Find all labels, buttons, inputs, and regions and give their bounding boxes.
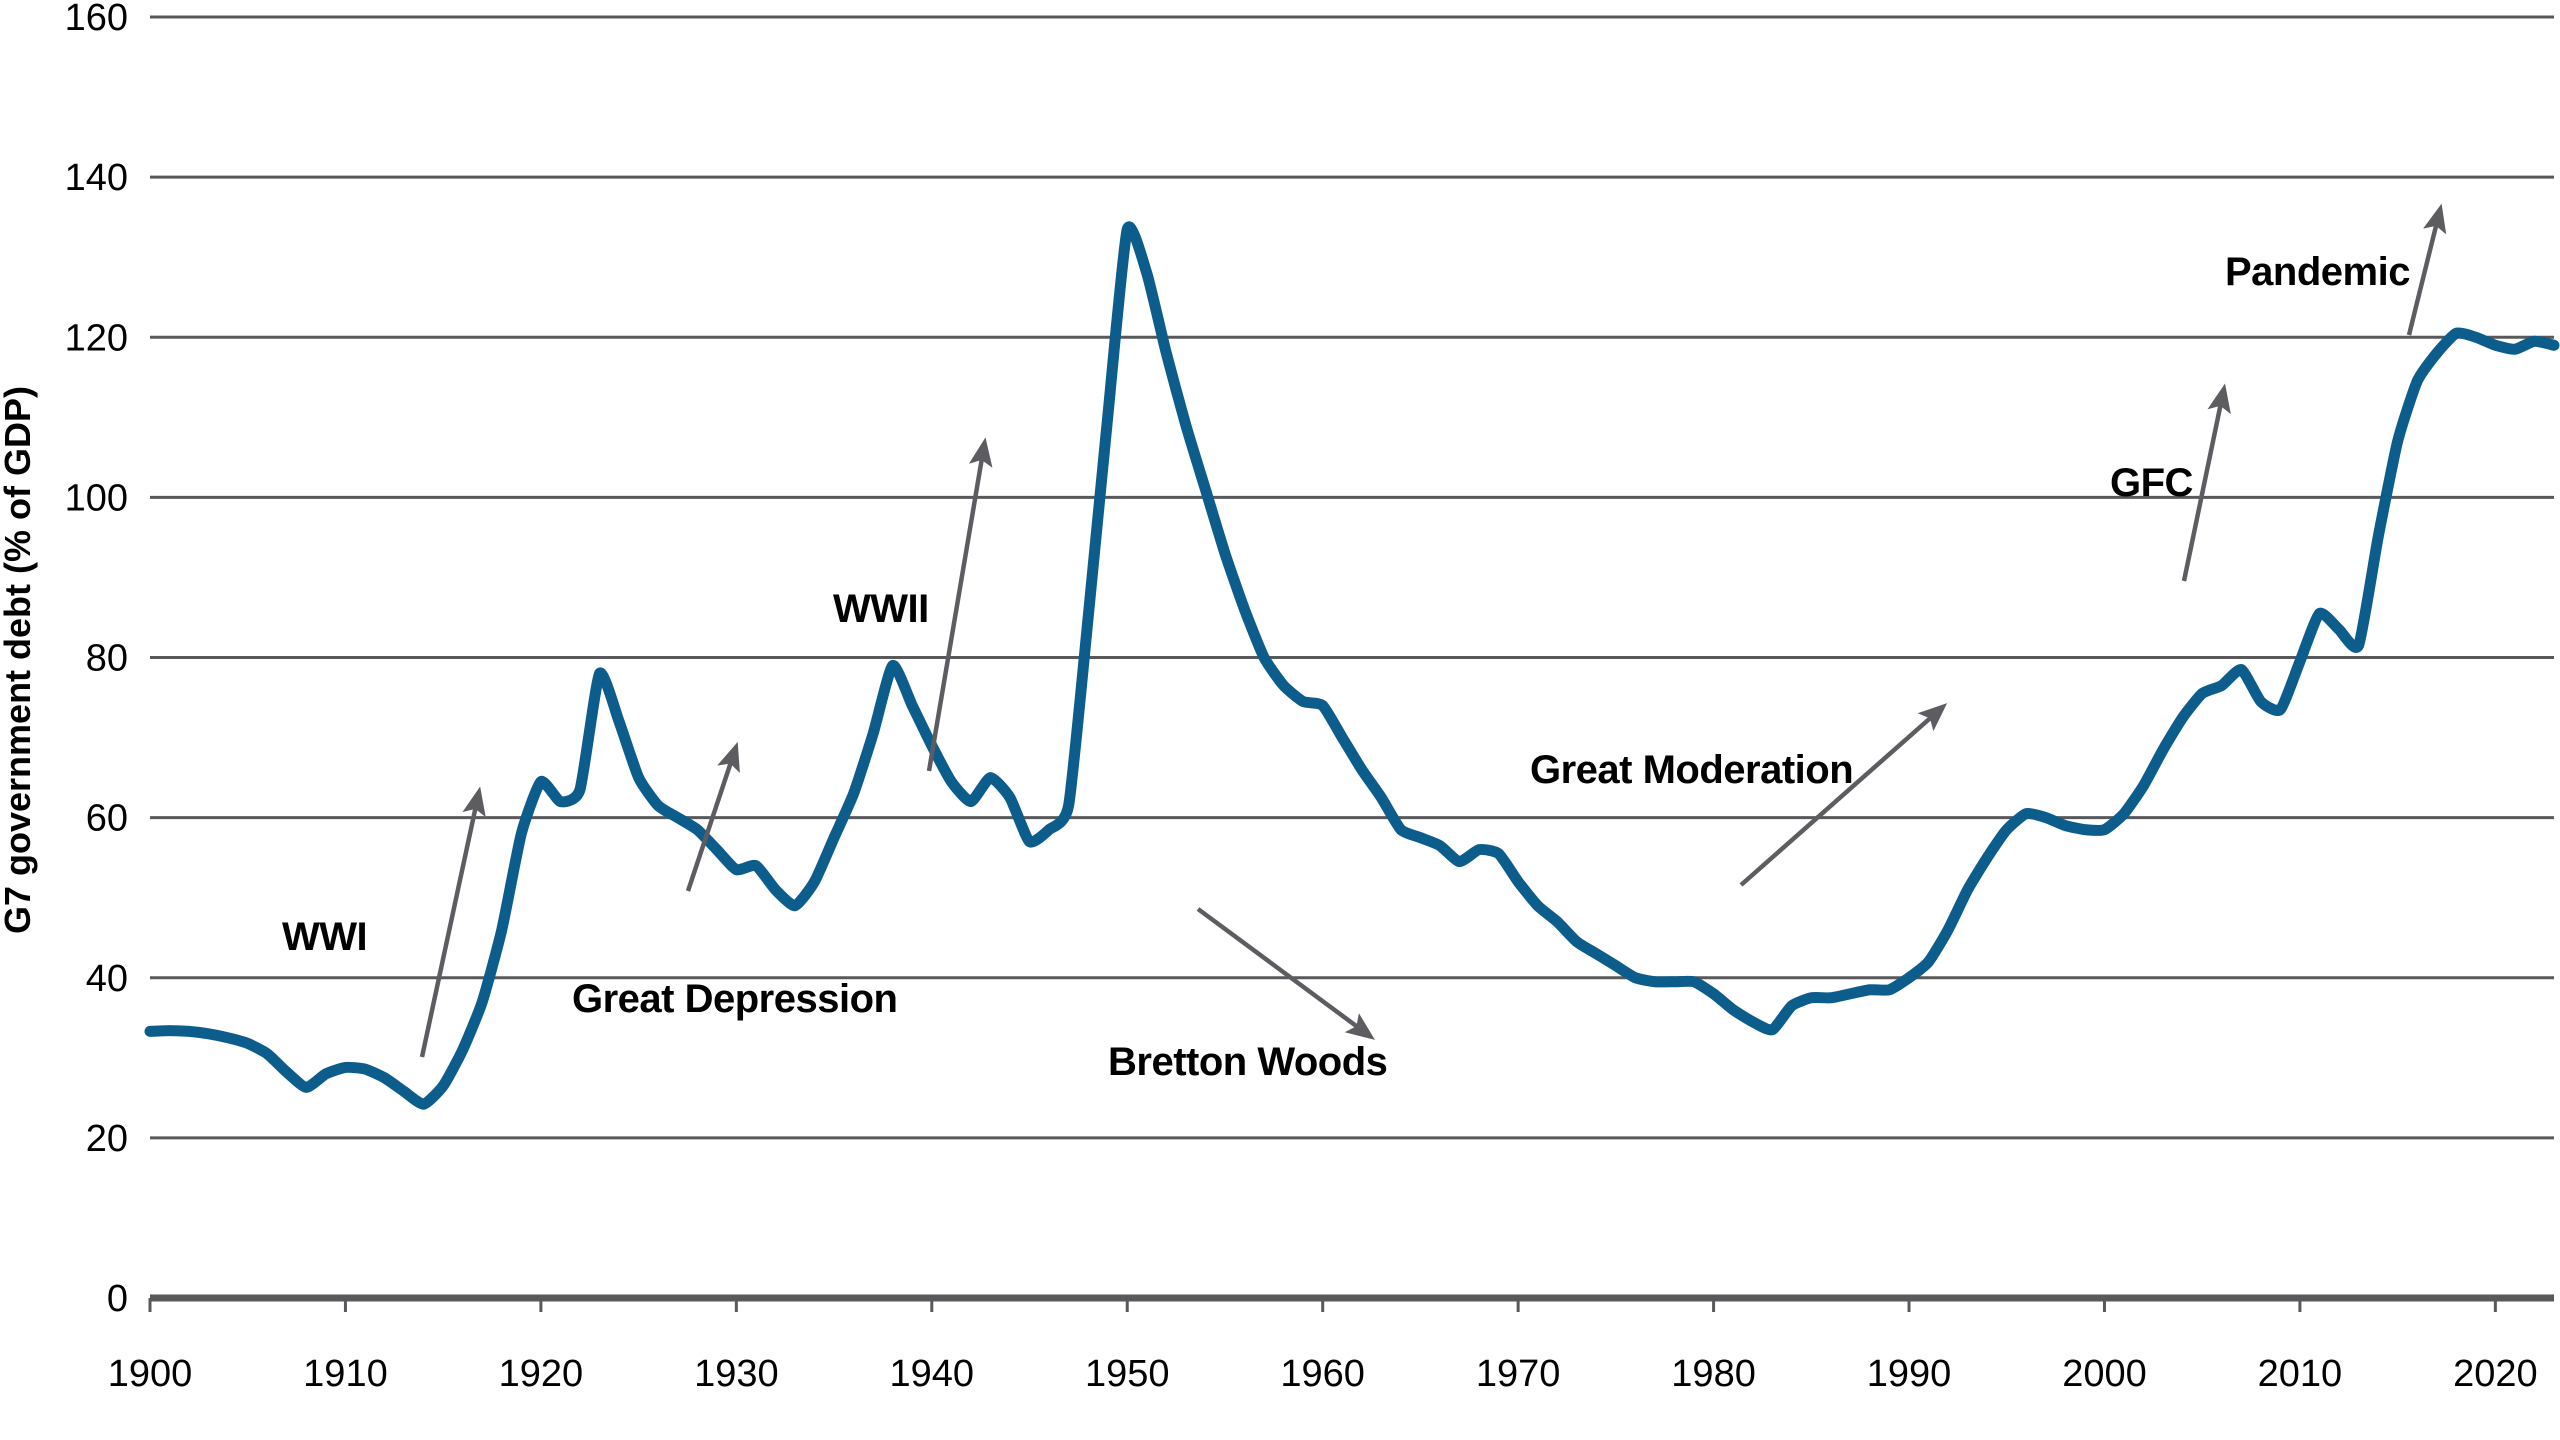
x-tick-labels-group: 1900 1910 1920 1930 1940 1950 1960 1970 1980 1990… xyxy=(108,1353,2538,1395)
y-tick-label: 60 xyxy=(86,798,128,840)
data-series-line xyxy=(144,221,2560,1110)
annotation-label: WWI xyxy=(282,915,367,959)
annotation-label: Great Depression xyxy=(572,977,897,1021)
x-tick-marks-group xyxy=(148,1298,2497,1312)
annotation-label: GFC xyxy=(2110,461,2193,505)
x-tick-label: 1980 xyxy=(1671,1353,1756,1395)
x-tick-label: 1940 xyxy=(890,1353,975,1395)
gridlines-group xyxy=(150,15,2554,1302)
annotation-arrow-icon xyxy=(1739,703,1948,887)
y-tick-label: 20 xyxy=(86,1118,128,1160)
x-tick-label: 1950 xyxy=(1085,1353,1170,1395)
annotation-arrow-icon xyxy=(2181,383,2231,582)
annotation-label: Pandemic xyxy=(2225,250,2410,294)
annotations-group: WWI Great Depression WWII Bretton Woods Grea… xyxy=(282,203,2447,1084)
y-tick-label: 40 xyxy=(86,958,128,1000)
y-tick-label: 0 xyxy=(107,1278,128,1320)
y-tick-labels-group: 0 20 40 60 80 100 120 140 160 xyxy=(65,0,128,1320)
x-tick-label: 2020 xyxy=(2453,1353,2538,1395)
annotation-arrow-icon xyxy=(685,741,740,892)
annotation-arrow-icon xyxy=(419,786,486,1058)
y-tick-label: 140 xyxy=(65,157,128,199)
y-axis-title-group: G7 government debt (% of GDP) xyxy=(0,386,38,934)
x-tick-label: 1930 xyxy=(694,1353,779,1395)
annotation-label: Bretton Woods xyxy=(1108,1040,1387,1084)
annotation-arrow-icon xyxy=(2406,203,2447,336)
annotation-arrow-icon xyxy=(926,437,993,772)
x-tick-label: 1970 xyxy=(1476,1353,1561,1395)
x-tick-label: 1990 xyxy=(1867,1353,1952,1395)
x-tick-label: 1920 xyxy=(499,1353,584,1395)
annotation-label: Great Moderation xyxy=(1530,748,1853,792)
x-tick-label: 1910 xyxy=(303,1353,388,1395)
y-tick-label: 120 xyxy=(65,317,128,359)
x-tick-label: 2010 xyxy=(2258,1353,2343,1395)
annotation-arrow-icon xyxy=(1196,907,1375,1040)
y-tick-label: 80 xyxy=(86,638,128,680)
x-tick-label: 1960 xyxy=(1280,1353,1365,1395)
y-axis-title: G7 government debt (% of GDP) xyxy=(0,386,38,934)
x-tick-label: 2000 xyxy=(2062,1353,2147,1395)
x-tick-label: 1900 xyxy=(108,1353,193,1395)
y-tick-label: 100 xyxy=(65,477,128,519)
data-series-line-group xyxy=(144,221,2560,1110)
y-tick-label: 160 xyxy=(65,0,128,39)
annotation-label: WWII xyxy=(833,587,929,631)
